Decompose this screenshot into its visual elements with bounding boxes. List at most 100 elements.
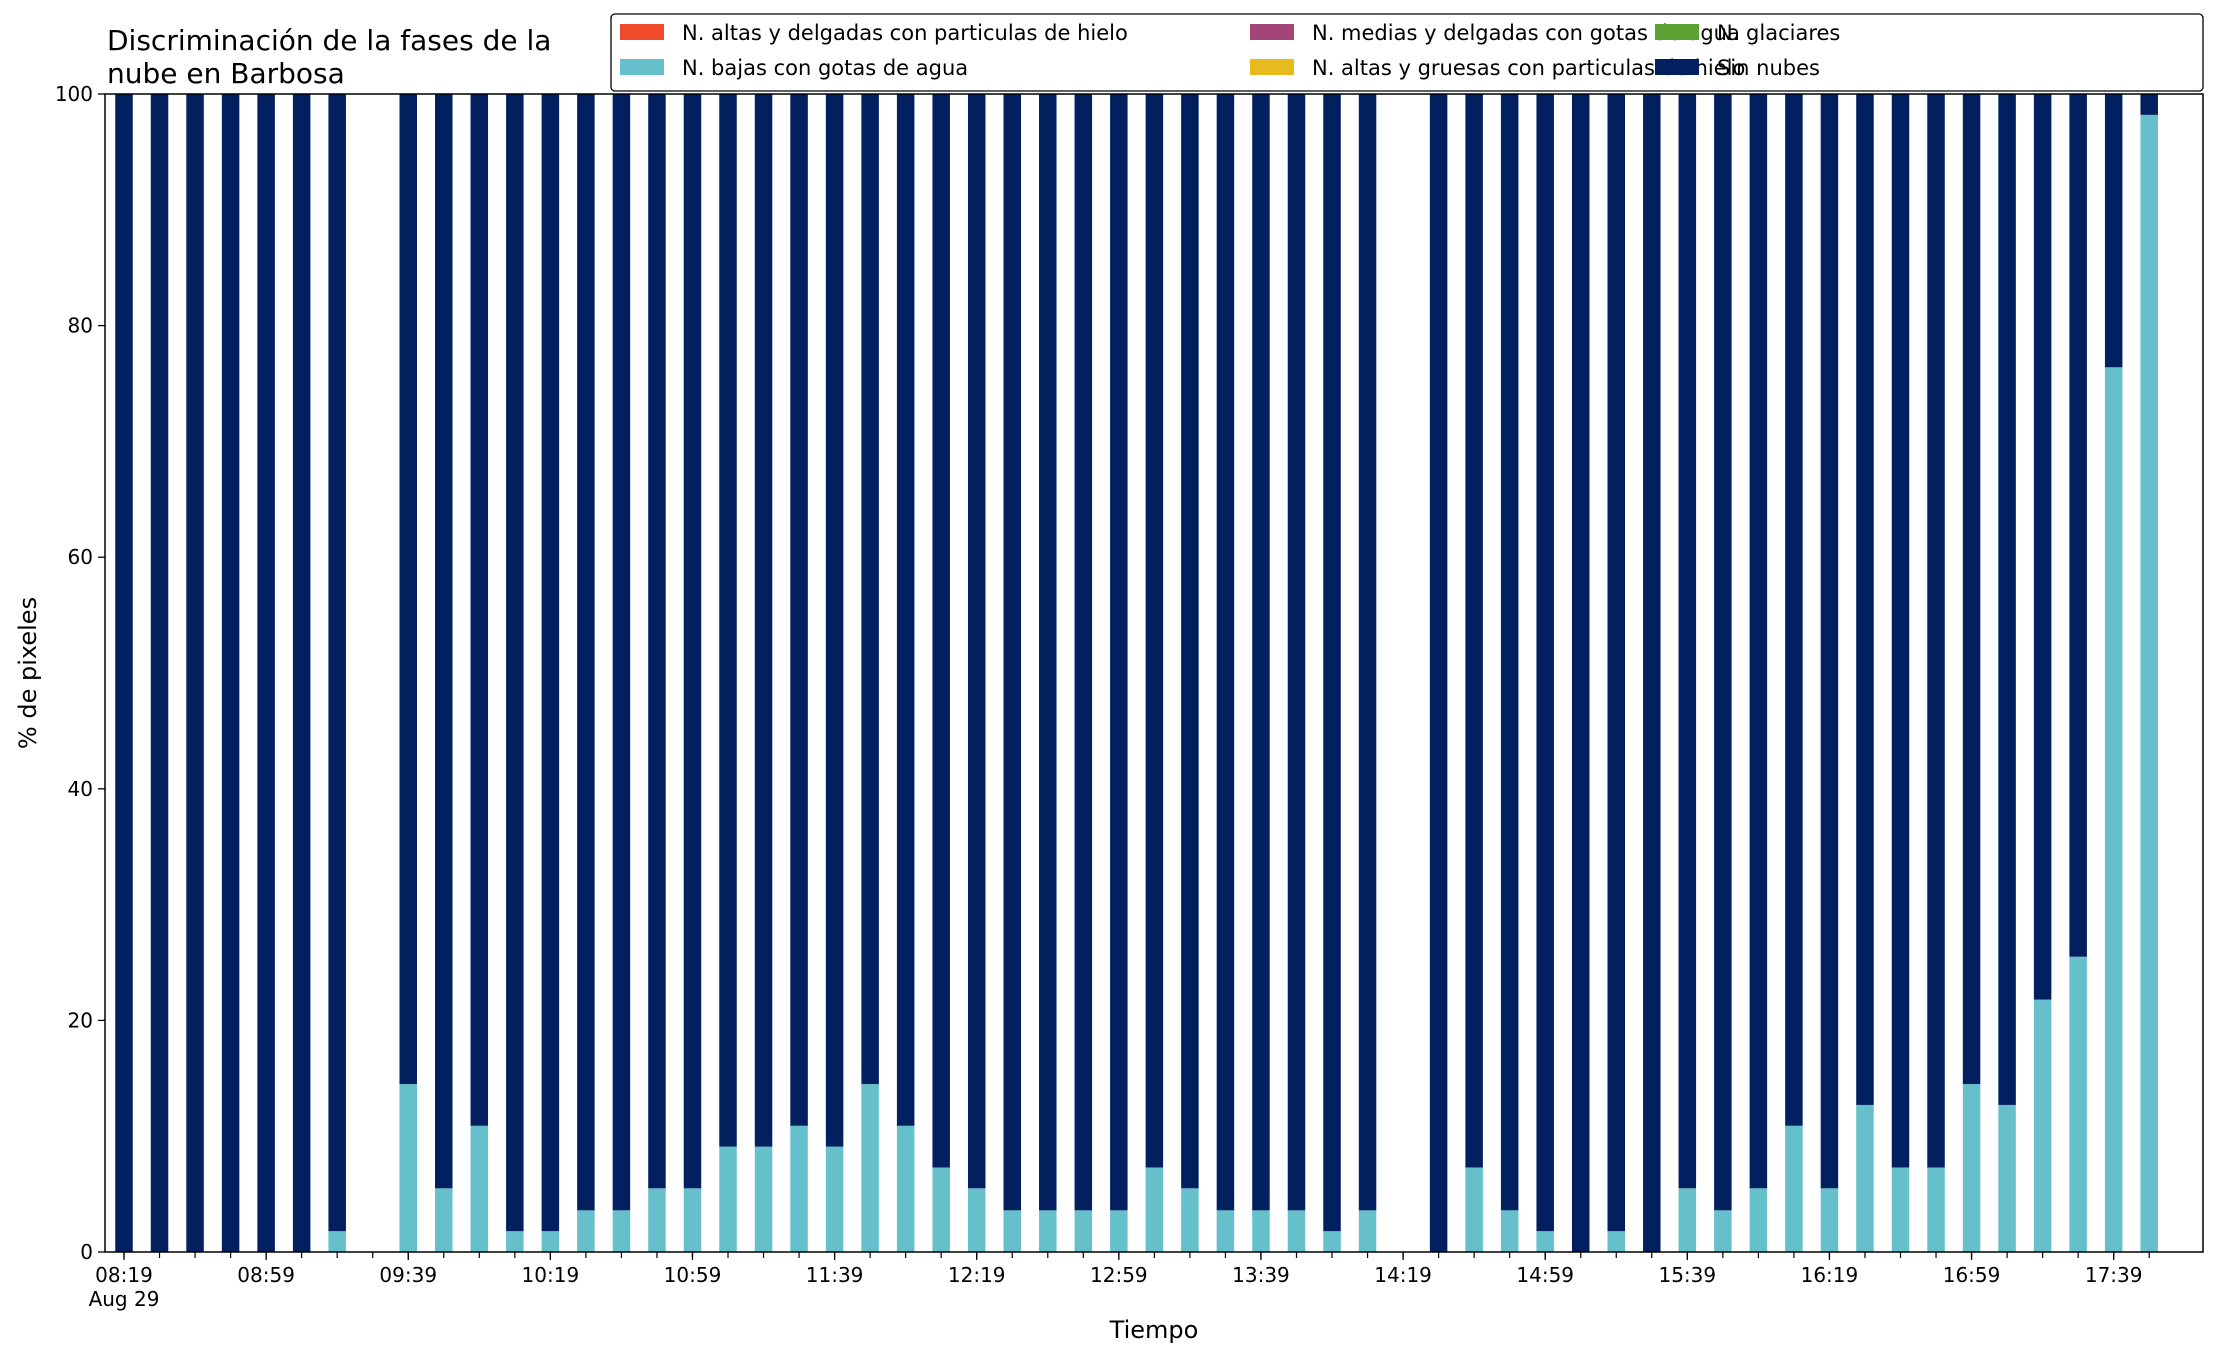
x-tick-label: 17:39	[2085, 1263, 2143, 1287]
x-tick-label: 14:19	[1374, 1263, 1432, 1287]
bar-segment	[861, 1084, 879, 1252]
bar-segment	[257, 94, 275, 1252]
x-tick-label: 08:59	[237, 1263, 295, 1287]
bar-segment	[1288, 1210, 1306, 1252]
bar-segment	[1039, 1210, 1057, 1252]
y-tick-label: 80	[68, 314, 93, 338]
bar-segment	[719, 94, 737, 1147]
bar-segment	[2140, 94, 2158, 115]
bar-segment	[115, 94, 133, 1252]
chart-title-line: Discriminación de la fases de la	[107, 24, 551, 57]
bar-segment	[1430, 94, 1448, 1252]
bar-segment	[1785, 1126, 1803, 1252]
bar-segment	[1821, 94, 1839, 1188]
legend-swatch	[1655, 59, 1699, 75]
legend-swatch	[620, 59, 664, 75]
bar-segment	[897, 1126, 915, 1252]
bar-segment	[222, 94, 240, 1252]
x-tick-label: 14:59	[1516, 1263, 1574, 1287]
legend-swatch	[1655, 24, 1699, 40]
bar-segment	[577, 1210, 595, 1252]
bar-segment	[328, 1231, 346, 1252]
bar-segment	[506, 94, 523, 1231]
bar-segment	[1643, 94, 1661, 1252]
bar-segment	[471, 94, 489, 1126]
bar-segment	[399, 94, 417, 1084]
bar-segment	[1785, 94, 1803, 1126]
bar-segment	[2105, 367, 2123, 1252]
bar-segment	[719, 1147, 737, 1252]
bar-segment	[826, 94, 844, 1147]
bar-segment	[1181, 94, 1199, 1188]
bar-segment	[471, 1126, 489, 1252]
bar-segment	[435, 1188, 453, 1252]
y-tick-label: 40	[68, 777, 93, 801]
bar-segment	[1501, 1210, 1519, 1252]
bar-segment	[1608, 94, 1626, 1231]
bar-segment	[1892, 94, 1910, 1167]
bar-segment	[1004, 94, 1022, 1210]
chart-title-line: nube en Barbosa	[107, 57, 345, 90]
bar-segment	[1110, 1210, 1128, 1252]
bar-segment	[542, 1231, 560, 1252]
x-tick-label: Aug 29	[89, 1287, 160, 1311]
legend-swatch	[620, 24, 664, 40]
x-tick-label: 11:39	[806, 1263, 864, 1287]
y-tick-label: 20	[68, 1008, 93, 1032]
bar-segment	[1039, 94, 1057, 1210]
bar-segment	[1821, 1188, 1839, 1252]
y-tick-label: 0	[80, 1240, 93, 1264]
bar-segment	[1252, 1210, 1270, 1252]
x-tick-label: 12:19	[948, 1263, 1006, 1287]
bar-segment	[151, 94, 169, 1252]
bars	[115, 94, 2158, 1252]
legend-swatch	[1250, 59, 1294, 75]
bar-segment	[968, 94, 986, 1188]
x-tick-label: 15:39	[1658, 1263, 1716, 1287]
bar-segment	[1750, 1188, 1768, 1252]
x-tick-label: 10:59	[664, 1263, 722, 1287]
bar-segment	[399, 1084, 417, 1252]
bar-segment	[1892, 1167, 1910, 1252]
bar-segment	[755, 94, 773, 1147]
bar-segment	[2140, 115, 2158, 1252]
bar-segment	[1075, 94, 1093, 1210]
bar-segment	[506, 1231, 523, 1252]
x-axis-label: Tiempo	[1109, 1316, 1199, 1344]
bar-segment	[1572, 94, 1590, 1252]
bar-segment	[1856, 94, 1874, 1105]
bar-segment	[1998, 1105, 2016, 1252]
bar-segment	[1359, 1210, 1377, 1252]
bar-segment	[1927, 94, 1945, 1167]
bar-segment	[1963, 1084, 1981, 1252]
bar-segment	[2069, 957, 2087, 1252]
bar-segment	[684, 94, 702, 1188]
bar-segment	[613, 1210, 631, 1252]
bar-segment	[577, 94, 595, 1210]
bar-segment	[1288, 94, 1306, 1210]
bar-segment	[1998, 94, 2016, 1105]
bar-segment	[328, 94, 346, 1231]
legend-label: N. glaciares	[1717, 21, 1840, 45]
bar-segment	[1608, 1231, 1626, 1252]
bar-segment	[932, 1167, 950, 1252]
bar-segment	[968, 1188, 986, 1252]
legend-label: N. altas y delgadas con particulas de hi…	[682, 21, 1128, 45]
x-tick-label: 16:59	[1943, 1263, 2001, 1287]
bar-segment	[186, 94, 204, 1252]
bar-segment	[1146, 94, 1164, 1167]
bar-segment	[1359, 94, 1377, 1210]
x-tick-label: 16:19	[1801, 1263, 1859, 1287]
x-tick-label: 08:19	[95, 1263, 153, 1287]
bar-segment	[1146, 1167, 1164, 1252]
bar-segment	[648, 1188, 666, 1252]
legend-label: N. bajas con gotas de agua	[682, 56, 968, 80]
bar-segment	[2034, 94, 2052, 1000]
bar-segment	[1323, 1231, 1341, 1252]
legend: N. altas y delgadas con particulas de hi…	[611, 14, 2203, 91]
bar-segment	[1536, 94, 1554, 1231]
bar-segment	[2034, 1000, 2052, 1252]
